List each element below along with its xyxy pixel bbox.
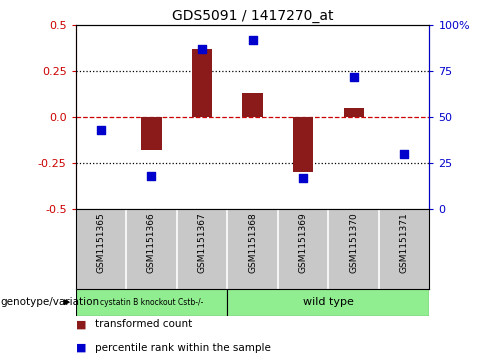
Text: ■: ■	[76, 343, 86, 353]
Bar	[76, 289, 227, 316]
Point	[249, 37, 257, 43]
Bar	[293, 117, 313, 172]
Text: GSM1151367: GSM1151367	[198, 213, 206, 273]
Point	[400, 151, 408, 156]
Bar	[344, 108, 364, 117]
Text: GSM1151365: GSM1151365	[97, 213, 105, 273]
Point	[147, 173, 155, 179]
Point	[350, 74, 358, 79]
Text: genotype/variation: genotype/variation	[0, 297, 99, 307]
Text: ■: ■	[76, 319, 86, 330]
Bar	[142, 117, 162, 150]
Text: GSM1151370: GSM1151370	[349, 213, 358, 273]
Bar	[227, 289, 429, 316]
Text: GSM1151368: GSM1151368	[248, 213, 257, 273]
Point	[299, 175, 307, 180]
Text: transformed count: transformed count	[95, 319, 192, 330]
Title: GDS5091 / 1417270_at: GDS5091 / 1417270_at	[172, 9, 333, 23]
Point	[198, 46, 206, 52]
Text: cystatin B knockout Cstb-/-: cystatin B knockout Cstb-/-	[100, 298, 203, 307]
Text: wild type: wild type	[303, 297, 354, 307]
Text: percentile rank within the sample: percentile rank within the sample	[95, 343, 271, 353]
Bar	[243, 93, 263, 117]
Point	[97, 127, 105, 133]
Text: GSM1151371: GSM1151371	[400, 213, 408, 273]
Text: GSM1151366: GSM1151366	[147, 213, 156, 273]
Bar	[192, 49, 212, 117]
Text: GSM1151369: GSM1151369	[299, 213, 307, 273]
